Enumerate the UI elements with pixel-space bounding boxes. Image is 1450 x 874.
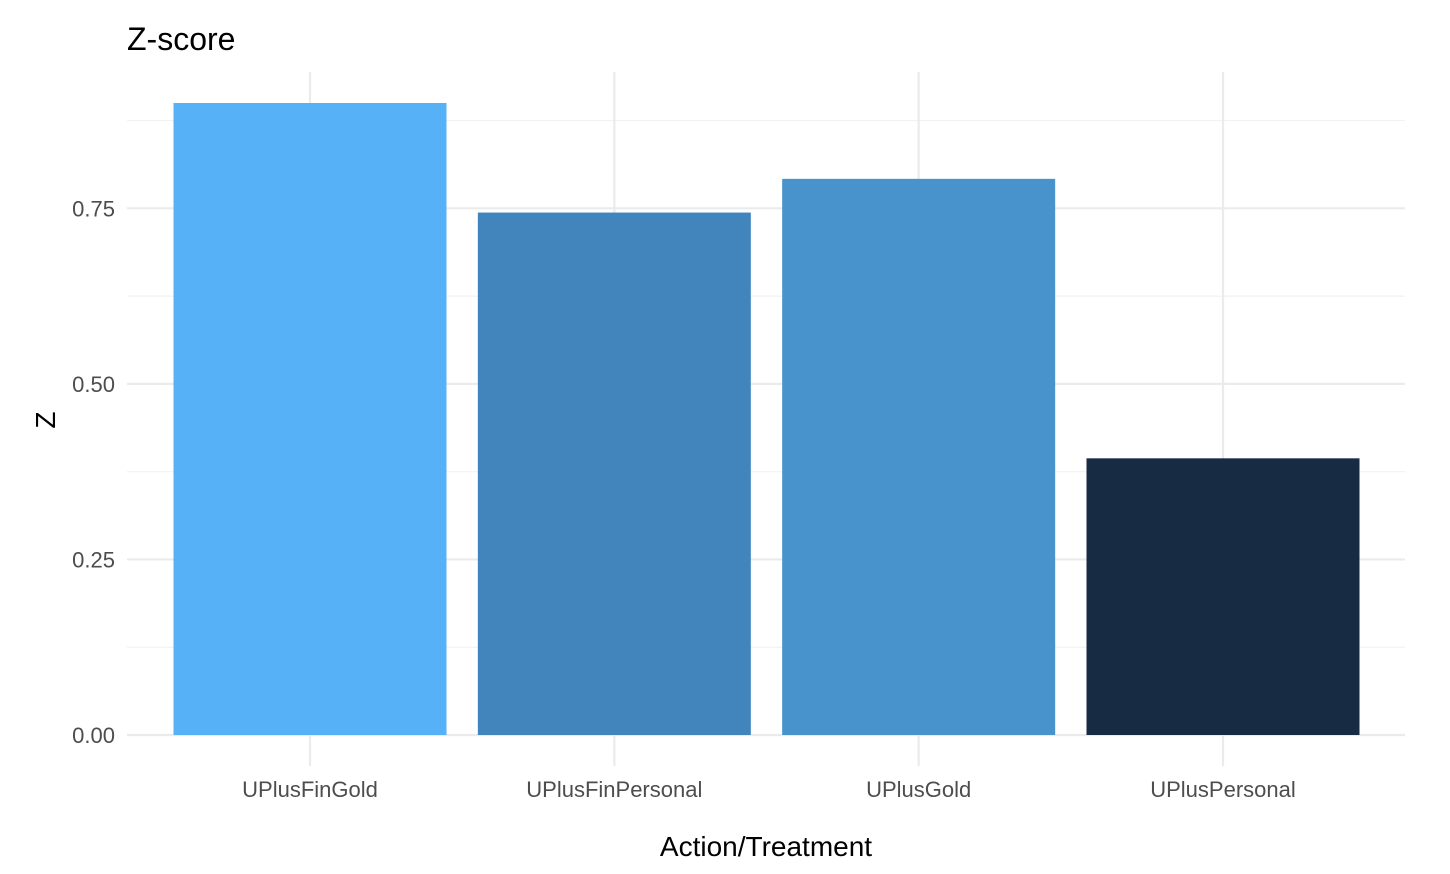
x-tick-label: UPlusPersonal: [1150, 777, 1296, 802]
x-tick-label: UPlusGold: [866, 777, 971, 802]
y-tick-label: 0.75: [72, 196, 115, 221]
y-tick-label: 0.50: [72, 372, 115, 397]
bar-uplusfinpersonal: [477, 212, 751, 736]
bar-uplusfingold: [173, 103, 447, 735]
x-tick-label: UPlusFinPersonal: [526, 777, 702, 802]
x-tick-label: UPlusFinGold: [242, 777, 378, 802]
y-axis-ticks: 0.00 0.25 0.50 0.75: [72, 196, 115, 748]
bar-upluspersonal: [1086, 458, 1360, 735]
y-tick-label: 0.00: [72, 723, 115, 748]
x-axis-ticks: UPlusFinGold UPlusFinPersonal UPlusGold UPl…: [242, 777, 1296, 802]
y-tick-label: 0.25: [72, 547, 115, 572]
bars: [173, 103, 1360, 736]
y-axis-title: Z: [30, 411, 61, 428]
chart-title: Z-score: [127, 21, 235, 57]
x-axis-title: Action/Treatment: [660, 831, 872, 862]
bar-uplusgold: [782, 178, 1056, 736]
